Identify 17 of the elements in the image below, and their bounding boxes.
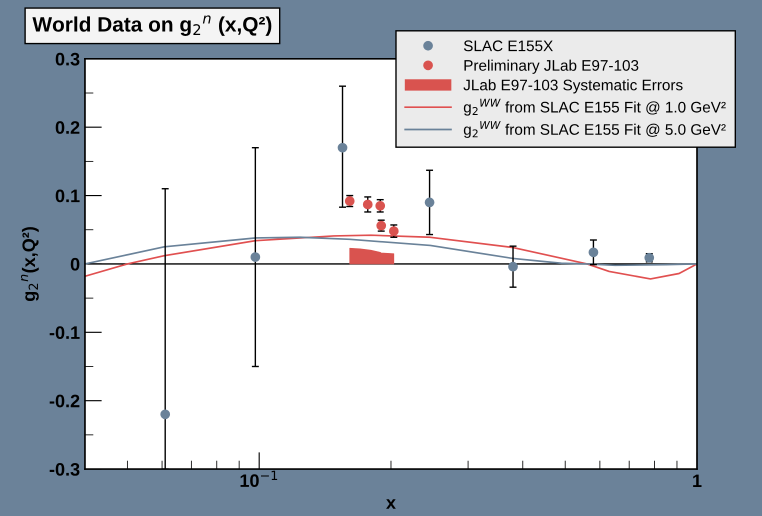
y-axis-title: g$_{2}$$^{n}$(x,Q²): [21, 227, 39, 302]
legend-label: JLab E97-103 Systematic Errors: [463, 79, 683, 94]
legend-label: g$_{2}$$^{WW}$ from SLAC E155 Fit @ 5.0 GeV²: [464, 121, 726, 138]
y-tick-label: -0.1: [50, 326, 80, 340]
y-tick-label: 0: [70, 258, 80, 271]
y-tick-label: -0.3: [50, 462, 80, 476]
y-tick-label: 0.2: [56, 121, 80, 134]
chart-title: World Data on g$_{2}$$^{n}$ (x,Q²): [32, 15, 272, 36]
legend-label: g$_{2}$$^{WW}$ from SLAC E155 Fit @ 1.0 GeV²: [464, 98, 726, 116]
legend-label: SLAC E155X: [464, 40, 553, 52]
legend-label: Preliminary JLab E97-103: [464, 60, 638, 74]
y-tick-label: 0.3: [56, 52, 80, 66]
x-tick-label: 10$^{−1}$: [240, 470, 278, 488]
y-tick-label: -0.2: [50, 394, 80, 408]
x-axis-title: x: [386, 499, 396, 509]
y-tick-label: 0.1: [56, 190, 80, 202]
x-tick-label: 1: [693, 474, 702, 487]
